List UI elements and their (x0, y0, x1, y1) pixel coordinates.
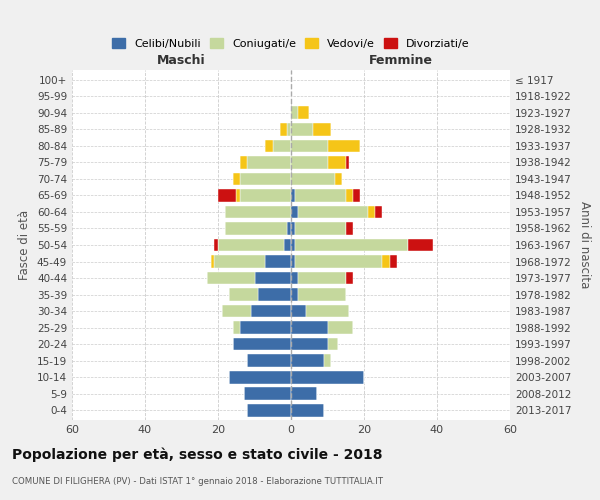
Bar (375, 206, 382, 218)
Bar (240, 156, 247, 169)
Bar (214, 255, 265, 268)
Bar (240, 172, 291, 186)
Bar (291, 354, 324, 367)
Bar (291, 404, 324, 416)
Bar (291, 387, 317, 400)
Bar (211, 255, 214, 268)
Bar (295, 238, 408, 252)
Bar (265, 140, 273, 152)
Bar (229, 370, 291, 384)
Legend: Celibi/Nubili, Coniugati/e, Vedovi/e, Divorziati/e: Celibi/Nubili, Coniugati/e, Vedovi/e, Di… (108, 34, 474, 53)
Bar (265, 255, 291, 268)
Bar (291, 206, 298, 218)
Bar (218, 238, 284, 252)
Bar (346, 222, 353, 235)
Bar (382, 255, 389, 268)
Bar (335, 172, 342, 186)
Text: COMUNE DI FILIGHERA (PV) - Dati ISTAT 1° gennaio 2018 - Elaborazione TUTTITALIA.: COMUNE DI FILIGHERA (PV) - Dati ISTAT 1°… (12, 478, 383, 486)
Bar (287, 222, 291, 235)
Bar (273, 140, 291, 152)
Bar (226, 206, 291, 218)
Bar (291, 123, 313, 136)
Bar (295, 255, 382, 268)
Bar (226, 222, 287, 235)
Bar (207, 272, 254, 284)
Y-axis label: Fasce di età: Fasce di età (19, 210, 31, 280)
Bar (291, 238, 295, 252)
Bar (240, 189, 291, 202)
Bar (346, 156, 349, 169)
Bar (284, 238, 291, 252)
Bar (353, 189, 361, 202)
Bar (214, 238, 218, 252)
Bar (291, 106, 298, 120)
Bar (251, 304, 291, 318)
Bar (389, 255, 397, 268)
Bar (233, 338, 291, 350)
Bar (298, 106, 309, 120)
Y-axis label: Anni di nascita: Anni di nascita (578, 202, 591, 288)
Bar (313, 123, 331, 136)
Bar (328, 140, 361, 152)
Text: Popolazione per età, sesso e stato civile - 2018: Popolazione per età, sesso e stato civil… (12, 448, 383, 462)
Bar (233, 321, 240, 334)
Bar (291, 370, 364, 384)
Bar (295, 189, 346, 202)
Bar (291, 255, 295, 268)
Bar (280, 123, 287, 136)
Bar (247, 354, 291, 367)
Bar (247, 156, 291, 169)
Bar (291, 338, 328, 350)
Text: Maschi: Maschi (157, 54, 206, 66)
Bar (258, 288, 291, 301)
Bar (291, 156, 328, 169)
Bar (236, 189, 240, 202)
Bar (221, 304, 251, 318)
Bar (229, 288, 258, 301)
Bar (298, 206, 368, 218)
Bar (233, 172, 240, 186)
Bar (287, 123, 291, 136)
Bar (346, 272, 353, 284)
Text: Femmine: Femmine (368, 54, 433, 66)
Bar (291, 222, 295, 235)
Bar (291, 288, 298, 301)
Bar (291, 272, 298, 284)
Bar (324, 354, 331, 367)
Bar (298, 272, 346, 284)
Bar (298, 288, 346, 301)
Bar (291, 304, 305, 318)
Bar (291, 172, 335, 186)
Bar (328, 156, 346, 169)
Bar (218, 189, 236, 202)
Bar (291, 321, 328, 334)
Bar (328, 321, 353, 334)
Bar (244, 387, 291, 400)
Bar (295, 222, 346, 235)
Bar (247, 404, 291, 416)
Bar (254, 272, 291, 284)
Bar (291, 189, 295, 202)
Bar (305, 304, 349, 318)
Bar (346, 189, 353, 202)
Bar (240, 321, 291, 334)
Bar (408, 238, 433, 252)
Bar (328, 338, 338, 350)
Bar (291, 140, 328, 152)
Bar (368, 206, 375, 218)
